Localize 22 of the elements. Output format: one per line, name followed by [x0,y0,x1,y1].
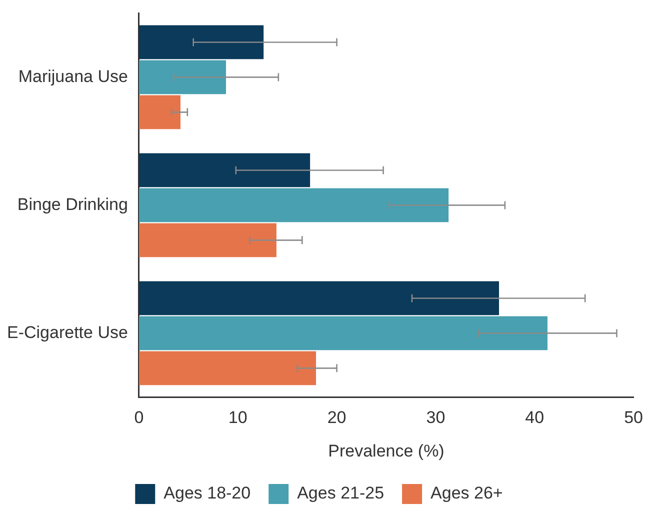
x-tick-label: 40 [525,408,544,428]
bar [138,281,500,316]
y-tick-label: Binge Drinking [17,194,128,214]
bar [138,351,316,386]
x-tick-label: 20 [327,408,346,428]
x-axis-title: Prevalence (%) [328,441,444,460]
bar [138,95,180,130]
bar [138,223,276,258]
x-tick-label: 30 [426,408,446,428]
legend-label: Ages 21-25 [297,484,384,503]
bar [138,60,226,94]
bar [138,188,449,222]
legend-label: Ages 26+ [430,484,503,503]
legend-label: Ages 18-20 [164,484,251,503]
y-tick-label: E-Cigarette Use [6,322,128,342]
bar [138,316,548,350]
x-tick-label: 0 [134,408,144,428]
x-tick-label: 10 [228,408,248,428]
y-tick-label: Marijuana Use [18,66,128,86]
x-tick-label: 50 [624,408,644,428]
bar [138,153,310,188]
bar [138,25,264,60]
